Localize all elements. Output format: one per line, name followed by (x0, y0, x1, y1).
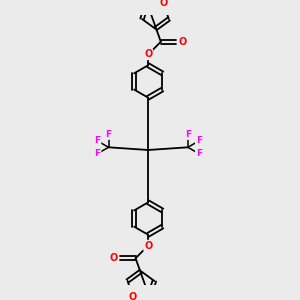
Text: F: F (106, 130, 112, 139)
Text: O: O (178, 37, 187, 47)
Text: F: F (196, 136, 202, 146)
Text: O: O (144, 50, 152, 59)
Text: O: O (144, 241, 152, 250)
Text: O: O (110, 253, 118, 263)
Text: F: F (94, 136, 100, 146)
Text: F: F (94, 149, 100, 158)
Text: O: O (160, 0, 168, 8)
Text: O: O (129, 292, 137, 300)
Text: F: F (196, 149, 202, 158)
Text: F: F (185, 130, 191, 139)
